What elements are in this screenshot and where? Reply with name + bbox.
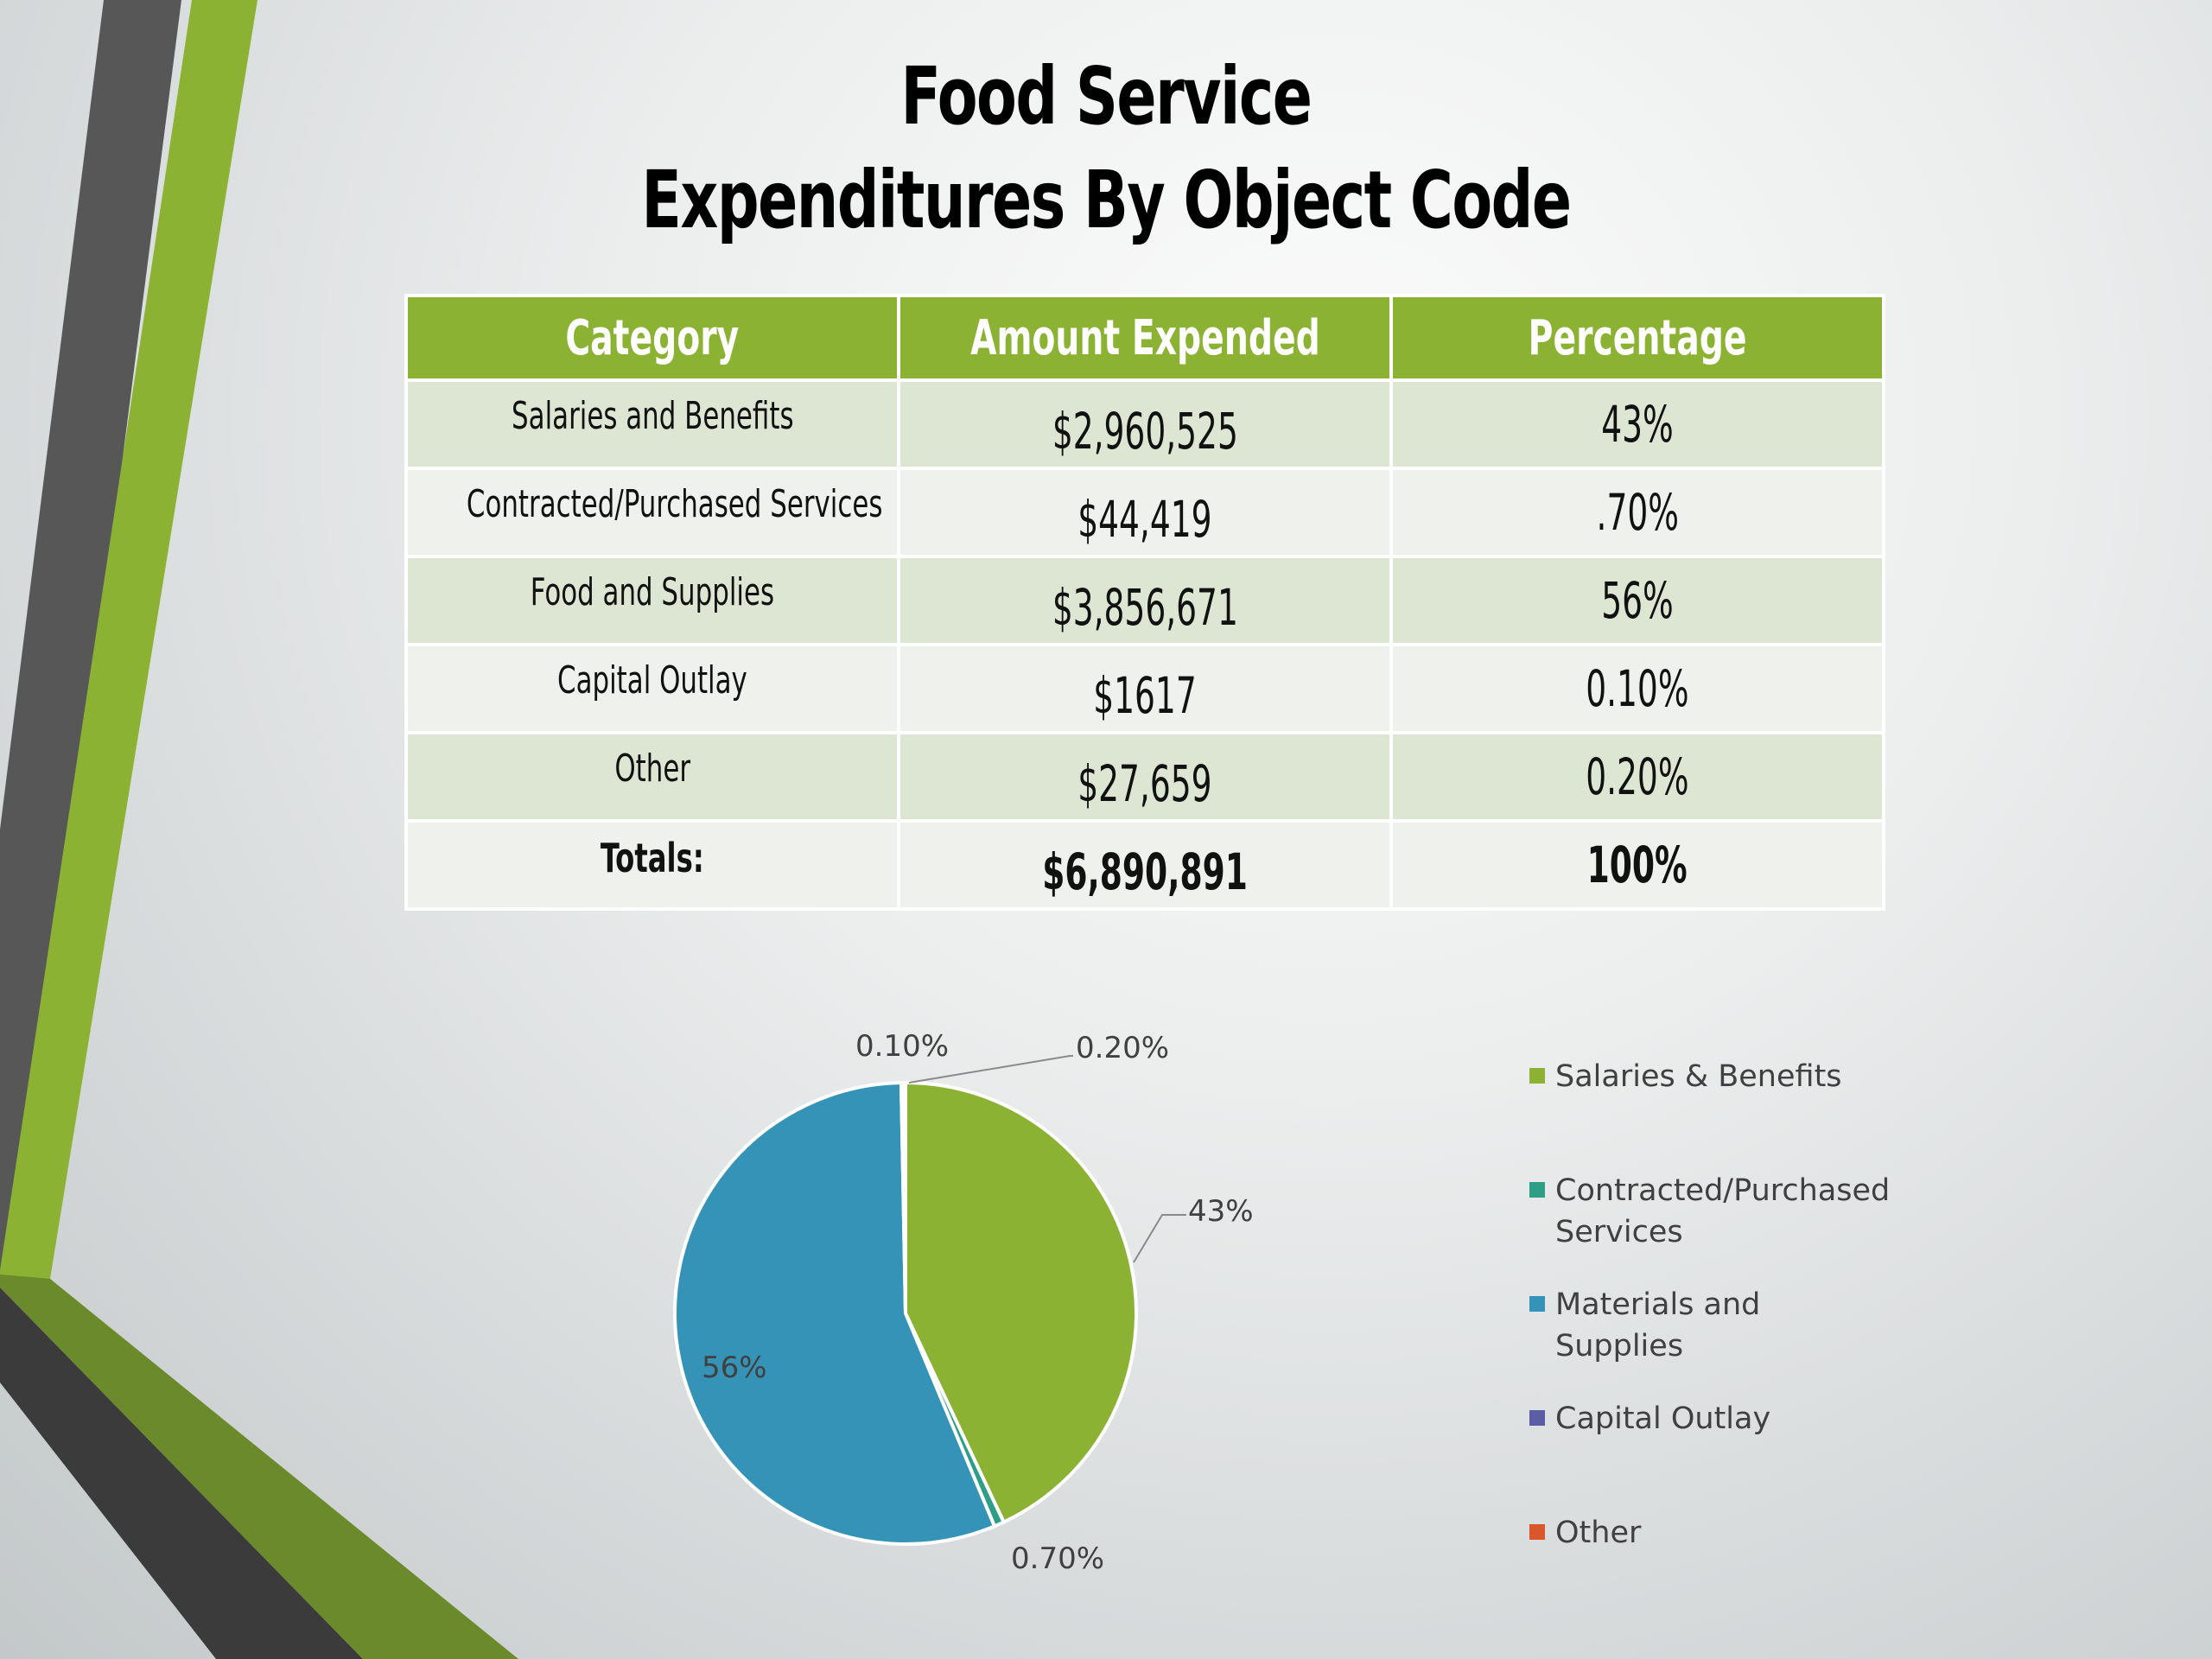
percentage-cell: 0.10% (1389, 643, 1885, 734)
legend-swatch (1529, 1296, 1545, 1312)
legend-item-other: Other (1529, 1512, 1884, 1554)
amount-cell: $2,960,525 (897, 378, 1393, 470)
category-cell: Salaries and Benefits (404, 378, 900, 470)
category-cell: Food and Supplies (404, 555, 900, 646)
totals-row: Totals: $6,890,891 100% (404, 819, 1885, 911)
category-cell: Contracted/Purchased Services (404, 467, 900, 558)
legend-label: Other (1555, 1516, 1642, 1550)
expenditures-table: Category Amount Expended Percentage Sala… (404, 294, 1885, 911)
pie-slice-salaries (904, 1080, 1138, 1525)
column-header-amount: Amount Expended (897, 294, 1393, 382)
amount-cell: $3,856,671 (897, 555, 1393, 646)
legend-item-salaries: Salaries & Benefits (1529, 1056, 1884, 1097)
leader-line-salaries (1133, 1214, 1186, 1263)
totals-percentage-cell: 100% (1389, 819, 1885, 911)
table-header-row: Category Amount Expended Percentage (404, 294, 1885, 382)
slide-title-line-2: Expenditures By Object Code (641, 154, 1572, 246)
table-row: Food and Supplies $3,856,671 56% (404, 555, 1885, 646)
legend-label: Contracted/Purchased Services (1555, 1173, 1891, 1249)
legend-label: Salaries & Benefits (1555, 1059, 1842, 1094)
amount-cell: $27,659 (897, 731, 1393, 823)
table-row: Salaries and Benefits $2,960,525 43% (404, 378, 1885, 470)
column-header-percentage: Percentage (1389, 294, 1885, 382)
pie-slice-materials (673, 1081, 997, 1546)
percentage-cell: 43% (1389, 378, 1885, 470)
column-header-category: Category (404, 294, 900, 382)
legend-swatch (1529, 1068, 1545, 1084)
category-cell: Other (404, 731, 900, 823)
category-cell: Capital Outlay (404, 643, 900, 734)
legend-swatch (1529, 1410, 1545, 1426)
data-label-salaries: 43% (1188, 1194, 1254, 1229)
percentage-cell: 56% (1389, 555, 1885, 646)
percentage-cell: 0.20% (1389, 731, 1885, 823)
table-row: Other $27,659 0.20% (404, 731, 1885, 823)
decor-gray-stripe (0, 0, 181, 1279)
data-label-capital-outlay: 0.10% (855, 1029, 949, 1064)
leader-line-other (908, 1055, 1073, 1084)
totals-amount-cell: $6,890,891 (897, 819, 1393, 911)
data-label-other: 0.20% (1076, 1031, 1169, 1065)
table-row: Capital Outlay $1617 0.10% (404, 643, 1885, 734)
decor-green-stripe (0, 0, 257, 1279)
data-label-materials: 56% (702, 1351, 767, 1385)
slide-title-line-1: Food Service (900, 50, 1312, 143)
totals-label-cell: Totals: (404, 819, 900, 911)
percentage-cell: .70% (1389, 467, 1885, 558)
decor-dark-green-stripe (0, 1274, 518, 1659)
data-label-contracted: 0.70% (1011, 1541, 1104, 1576)
amount-cell: $1617 (897, 643, 1393, 734)
legend-item-materials: Materials and Supplies (1529, 1284, 1884, 1367)
legend-swatch (1529, 1524, 1545, 1540)
legend-swatch (1529, 1182, 1545, 1198)
amount-cell: $44,419 (897, 467, 1393, 558)
legend-label: Materials and Supplies (1555, 1287, 1761, 1363)
legend-item-capital-outlay: Capital Outlay (1529, 1398, 1884, 1440)
table-row: Contracted/Purchased Services $44,419 .7… (404, 467, 1885, 558)
pie-slice-other (900, 1080, 907, 1314)
legend-label: Capital Outlay (1555, 1402, 1771, 1436)
legend-item-contracted: Contracted/Purchased Services (1529, 1170, 1891, 1253)
